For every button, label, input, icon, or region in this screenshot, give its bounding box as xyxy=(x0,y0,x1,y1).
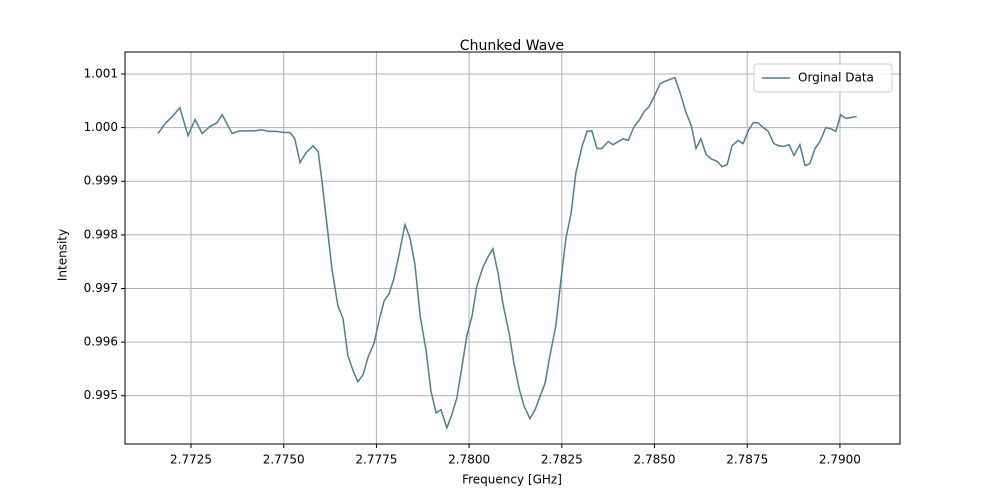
x-tick-label: 2.7875 xyxy=(726,453,768,467)
y-tick-label: 0.999 xyxy=(84,174,118,188)
y-tick-label: 1.001 xyxy=(84,66,118,80)
y-tick-label: 0.997 xyxy=(84,281,118,295)
y-tick-label: 0.998 xyxy=(84,227,118,241)
legend-box xyxy=(753,63,893,93)
y-tick-label: 0.995 xyxy=(84,388,118,402)
x-tick-label: 2.7800 xyxy=(448,453,490,467)
y-tick-label: 1.000 xyxy=(84,120,118,134)
x-tick-label: 2.7825 xyxy=(541,453,583,467)
data-line xyxy=(157,76,857,431)
x-tick-label: 2.7750 xyxy=(263,453,305,467)
x-axis-label: Frequency [GHz] xyxy=(462,473,562,487)
x-tick-label: 2.7725 xyxy=(170,453,212,467)
y-axis-label: Intensity xyxy=(56,229,70,281)
plot-frame xyxy=(124,51,901,445)
x-tick-label: 2.7775 xyxy=(355,453,397,467)
legend-label: Orginal Data xyxy=(798,71,874,85)
chart-title: Chunked Wave xyxy=(460,38,564,54)
x-tick-label: 2.7850 xyxy=(634,453,676,467)
y-tick-label: 0.996 xyxy=(84,335,118,349)
x-tick-label: 2.7900 xyxy=(819,453,861,467)
